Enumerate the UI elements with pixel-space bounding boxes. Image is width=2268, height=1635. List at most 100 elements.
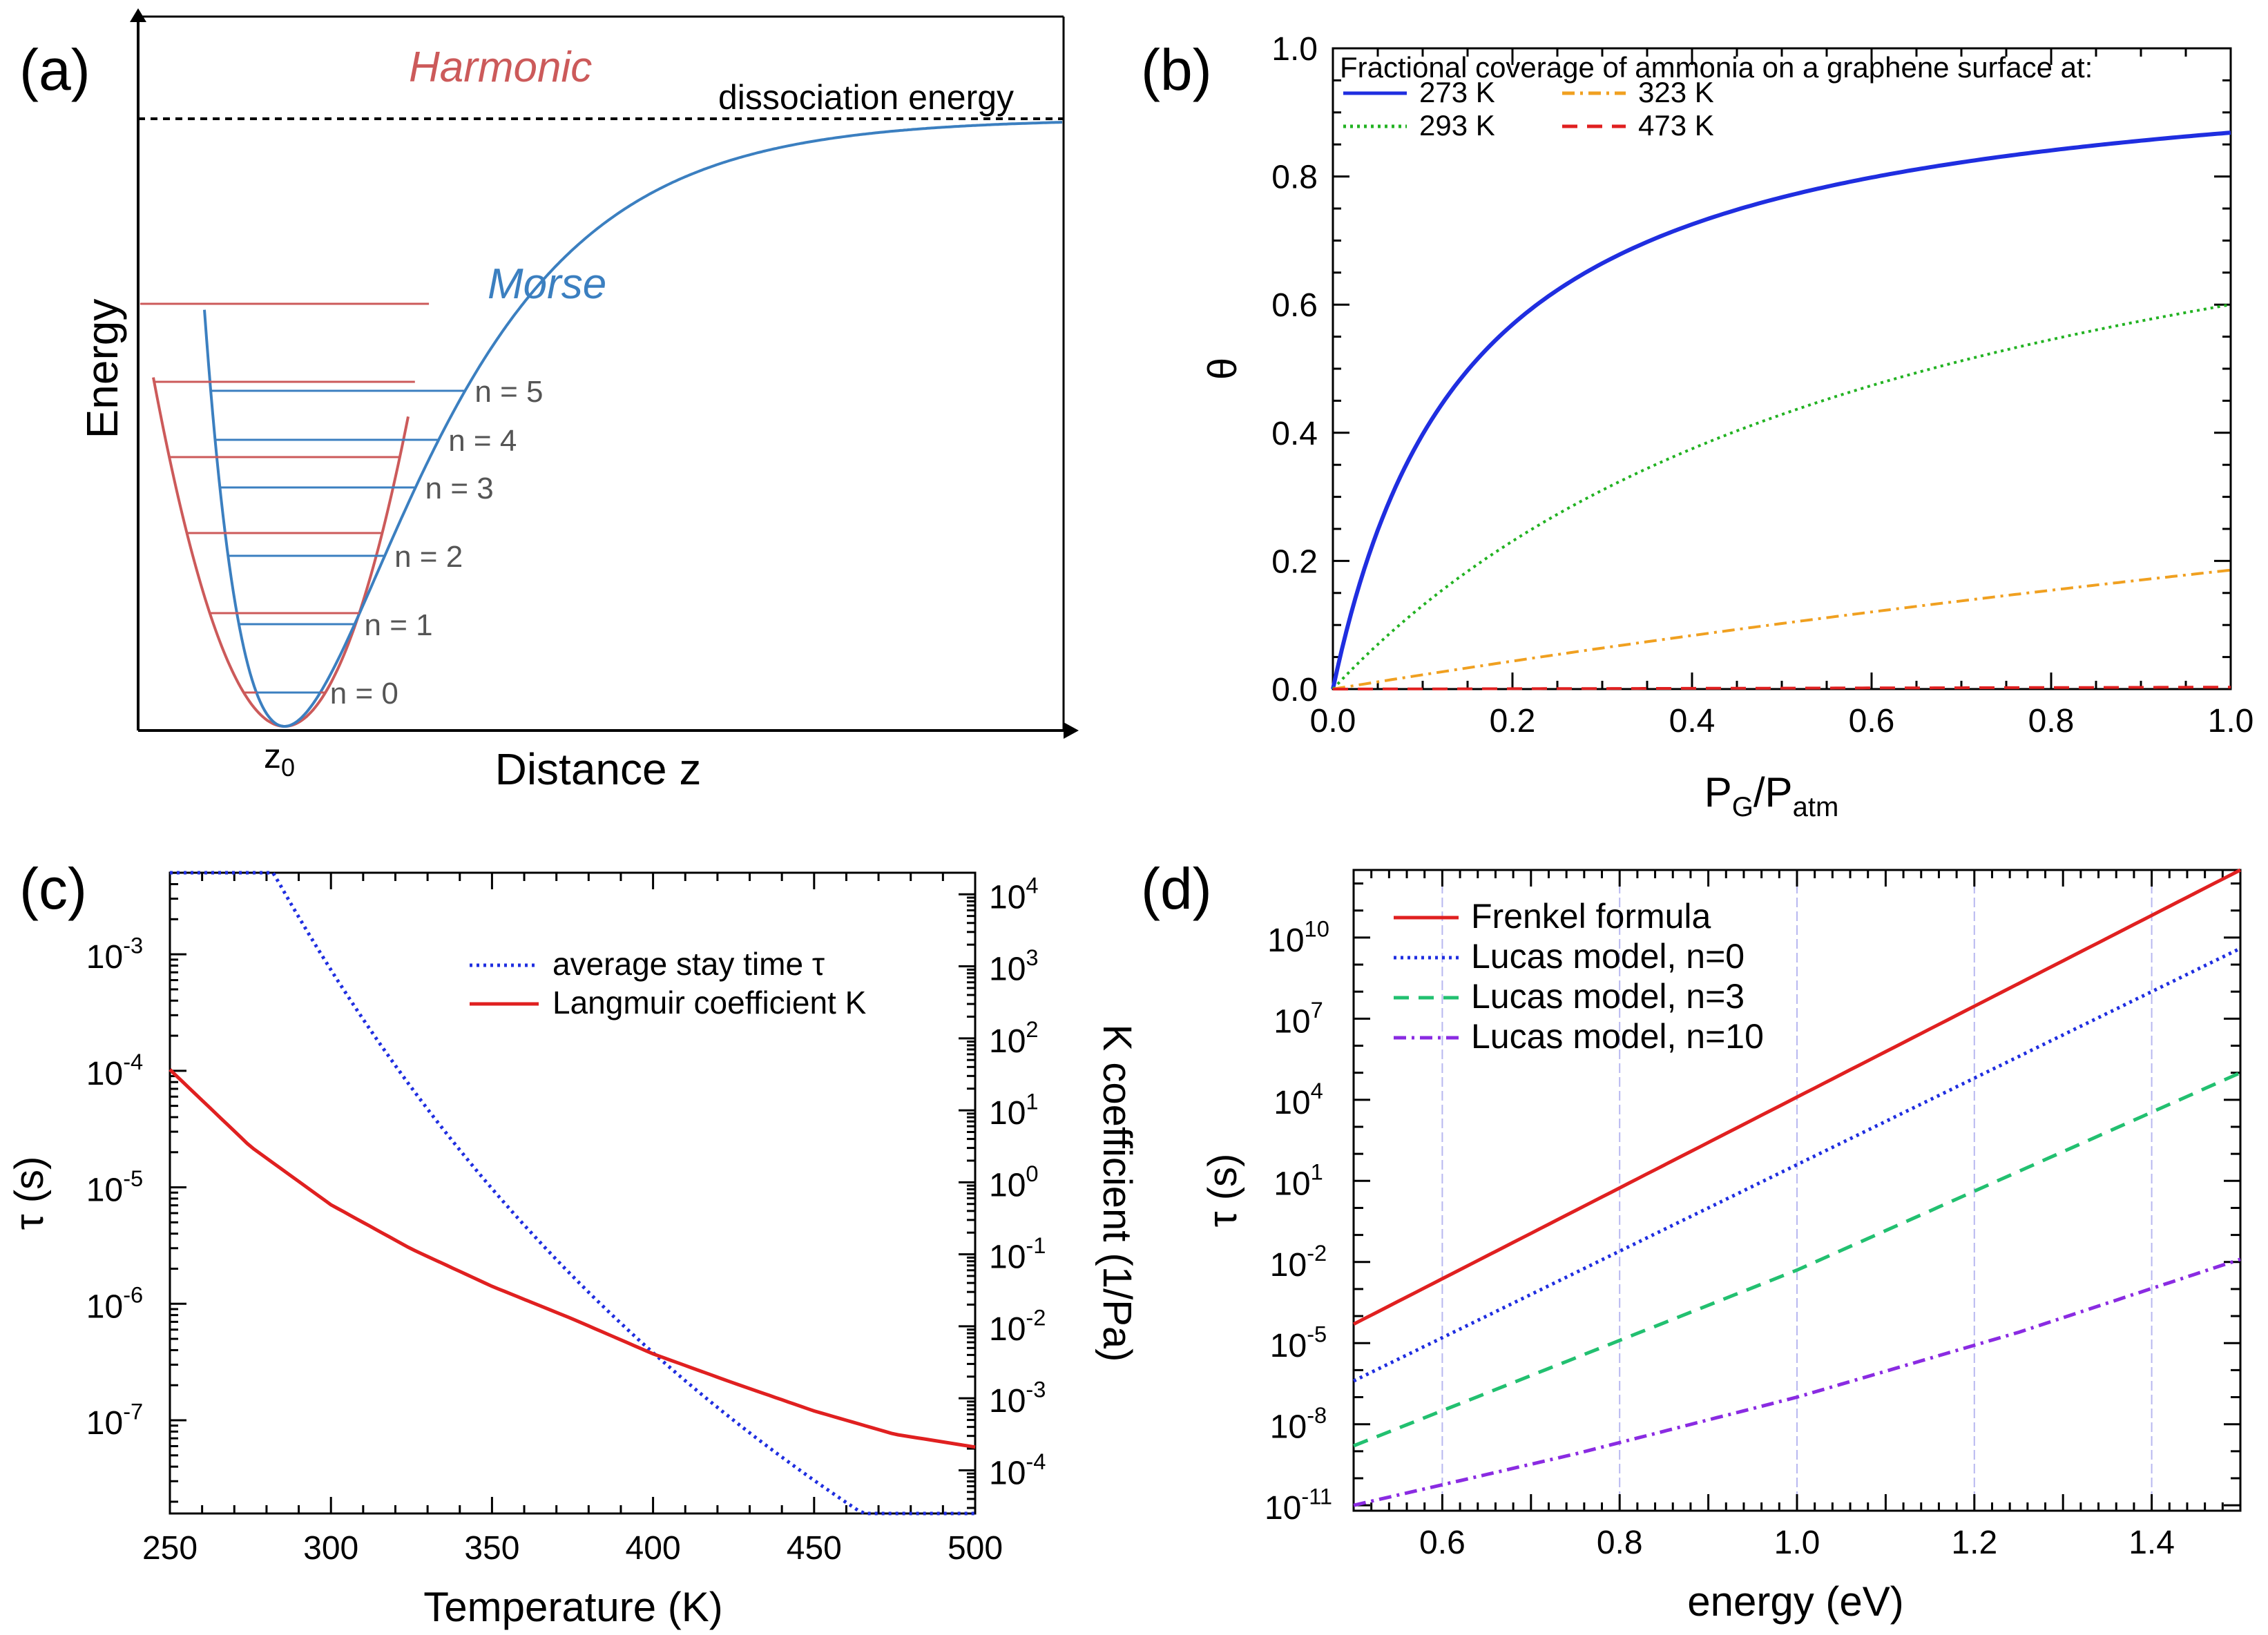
a-ylabel: Energy: [77, 299, 127, 439]
c-y2tick-label-7: 103: [989, 945, 1039, 988]
c-ylabel: τ (s): [7, 1157, 52, 1230]
b-legend-label-0: 273 K: [1419, 76, 1495, 108]
a-y-axis-arrow: [130, 8, 146, 22]
c-y2tick-label-5-base: 10: [989, 1095, 1026, 1132]
c-y2tick-label-7-exp: 3: [1026, 945, 1038, 970]
panel-label-a: (a): [19, 37, 90, 102]
d-ticks: [1352, 870, 2242, 1511]
c-ytick-label-0: 10-7: [86, 1398, 143, 1442]
c-y2tick-label-3-base: 10: [989, 1239, 1026, 1276]
c-ytick-label-3-exp: -4: [123, 1049, 143, 1074]
b-series-3-line: [1333, 686, 2231, 690]
b-xlabel-mid: /P: [1753, 769, 1793, 815]
b-xtick-label-4: 0.8: [2028, 703, 2075, 739]
a-level-label-3: n = 3: [425, 472, 494, 505]
d-ytick-label-7-base: 10: [1267, 922, 1304, 959]
c-y2tick-label-8-base: 10: [989, 879, 1026, 916]
d-ytick-label-1-base: 10: [1270, 1409, 1307, 1446]
d-ytick-label-5: 104: [1274, 1078, 1323, 1121]
c-y2tick-label-2-exp: -2: [1026, 1304, 1046, 1330]
c-y2tick-label-5: 101: [989, 1088, 1039, 1132]
c-y2tick-label-0-exp: -4: [1026, 1449, 1046, 1474]
d-legend-label-3: Lucas model, n=10: [1471, 1017, 1764, 1056]
c-ticks: [169, 871, 977, 1513]
c-y2tick-label-3: 10-1: [989, 1232, 1046, 1276]
d-ytick-label-7-exp: 10: [1305, 916, 1329, 941]
c-y2tick-label-1: 10-3: [989, 1377, 1046, 1420]
d-series-3-line: [1353, 1257, 2241, 1507]
b-legend-label-1: 293 K: [1419, 109, 1495, 142]
c-ytick-label-2-exp: -5: [123, 1165, 143, 1191]
b-xtick-label-2: 0.4: [1669, 703, 1716, 739]
a-xlabel: Distance z: [495, 744, 702, 794]
d-series: [1352, 868, 2242, 1507]
c-legend-label-1: Langmuir coefficient K: [552, 985, 867, 1020]
c-ytick-label-0-base: 10: [86, 1405, 123, 1442]
b-ylabel: θ: [1200, 358, 1245, 380]
b-xtick-label-0: 0.0: [1310, 703, 1356, 739]
c-y2tick-label-6-base: 10: [989, 1023, 1026, 1060]
a-x-axis-arrow: [1064, 722, 1079, 739]
d-ytick-label-6-base: 10: [1274, 1003, 1310, 1040]
a-harmonic-curve: [152, 377, 410, 728]
b-ytick-label-4: 0.8: [1271, 159, 1318, 196]
c-xtick-label-5: 500: [948, 1530, 1003, 1567]
d-x-tick-labels: 0.6 0.8 1.0 1.2 1.4: [1419, 1525, 2175, 1561]
d-ytick-label-1-exp: -8: [1307, 1402, 1327, 1428]
c-y2tick-label-3-exp: -1: [1026, 1232, 1046, 1258]
b-xlabel-p: P: [1704, 769, 1732, 815]
panel-d: (d) 0.6 0.8 1.0 1.2 1.4 10-1110-810-510-2101…: [1141, 856, 2242, 1625]
b-ytick-label-1: 0.2: [1271, 543, 1318, 580]
b-legend-label-3: 473 K: [1638, 109, 1714, 142]
a-morse-label: Morse: [488, 260, 606, 308]
d-ytick-label-4: 101: [1274, 1159, 1323, 1203]
c-y2tick-label-6: 102: [989, 1016, 1039, 1060]
b-series-0-line: [1331, 130, 2231, 690]
c-y2tick-label-5-exp: 1: [1026, 1088, 1038, 1114]
a-x-tick-z: z: [264, 737, 281, 775]
c-y2label: K coefficient (1/Pa): [1095, 1025, 1140, 1362]
d-ytick-label-4-exp: 1: [1311, 1159, 1323, 1185]
d-ytick-label-3-exp: -2: [1307, 1240, 1327, 1266]
panel-label-c: (c): [19, 856, 87, 921]
c-ytick-label-4-base: 10: [86, 939, 123, 976]
panel-b: (b) 0.0 0.2 0.4 0.6 0.8 1.0 0.0 0.2 0.4 0.6 0.8 1.…: [1141, 31, 2253, 822]
c-y2tick-label-4-base: 10: [989, 1167, 1026, 1203]
a-dissociation-label: dissociation energy: [718, 78, 1014, 117]
panel-label-b: (b): [1141, 37, 1212, 102]
b-xlabel: PG/Patm: [1704, 769, 1839, 822]
c-xtick-label-3: 400: [626, 1530, 681, 1567]
d-ytick-label-0-exp: -11: [1301, 1484, 1332, 1509]
a-morse-curve: [203, 121, 1063, 728]
a-x-tick-sub: 0: [281, 753, 295, 782]
b-ytick-label-0: 0.0: [1271, 672, 1318, 708]
c-ytick-label-4: 10-3: [86, 933, 143, 976]
c-ytick-label-1-exp: -6: [123, 1282, 143, 1308]
c-x-tick-labels: 250 300 350 400 450 500: [142, 1530, 1003, 1567]
d-legend-label-1: Lucas model, n=0: [1471, 937, 1745, 976]
a-x-tick-z0: z0: [264, 737, 295, 782]
d-ytick-label-6-exp: 7: [1311, 997, 1323, 1023]
c-y2tick-label-0-base: 10: [989, 1455, 1026, 1491]
panel-c: (c) 250 300 350 400 450 500 10-710-610-510-41…: [7, 856, 1140, 1630]
a-morse-levels: [211, 389, 465, 694]
d-legend-label-2: Lucas model, n=3: [1471, 977, 1745, 1016]
b-x-tick-labels: 0.0 0.2 0.4 0.6 0.8 1.0: [1310, 703, 2254, 739]
c-ytick-label-2: 10-5: [86, 1165, 143, 1209]
a-level-label-0: n = 0: [330, 677, 398, 710]
c-xtick-label-2: 350: [464, 1530, 519, 1567]
d-ytick-label-3-base: 10: [1270, 1247, 1307, 1284]
c-xtick-label-4: 450: [787, 1530, 842, 1567]
d-legend-label-0: Frenkel formula: [1471, 897, 1711, 936]
c-ytick-label-3-base: 10: [86, 1056, 123, 1092]
c-y2tick-label-1-base: 10: [989, 1383, 1026, 1420]
d-ytick-label-5-base: 10: [1274, 1085, 1310, 1121]
b-y-tick-labels: 0.0 0.2 0.4 0.6 0.8 1.0: [1271, 31, 1318, 708]
d-ytick-label-5-exp: 4: [1311, 1078, 1323, 1103]
d-series-0-line: [1352, 868, 2242, 1326]
a-level-label-2: n = 2: [394, 540, 463, 574]
